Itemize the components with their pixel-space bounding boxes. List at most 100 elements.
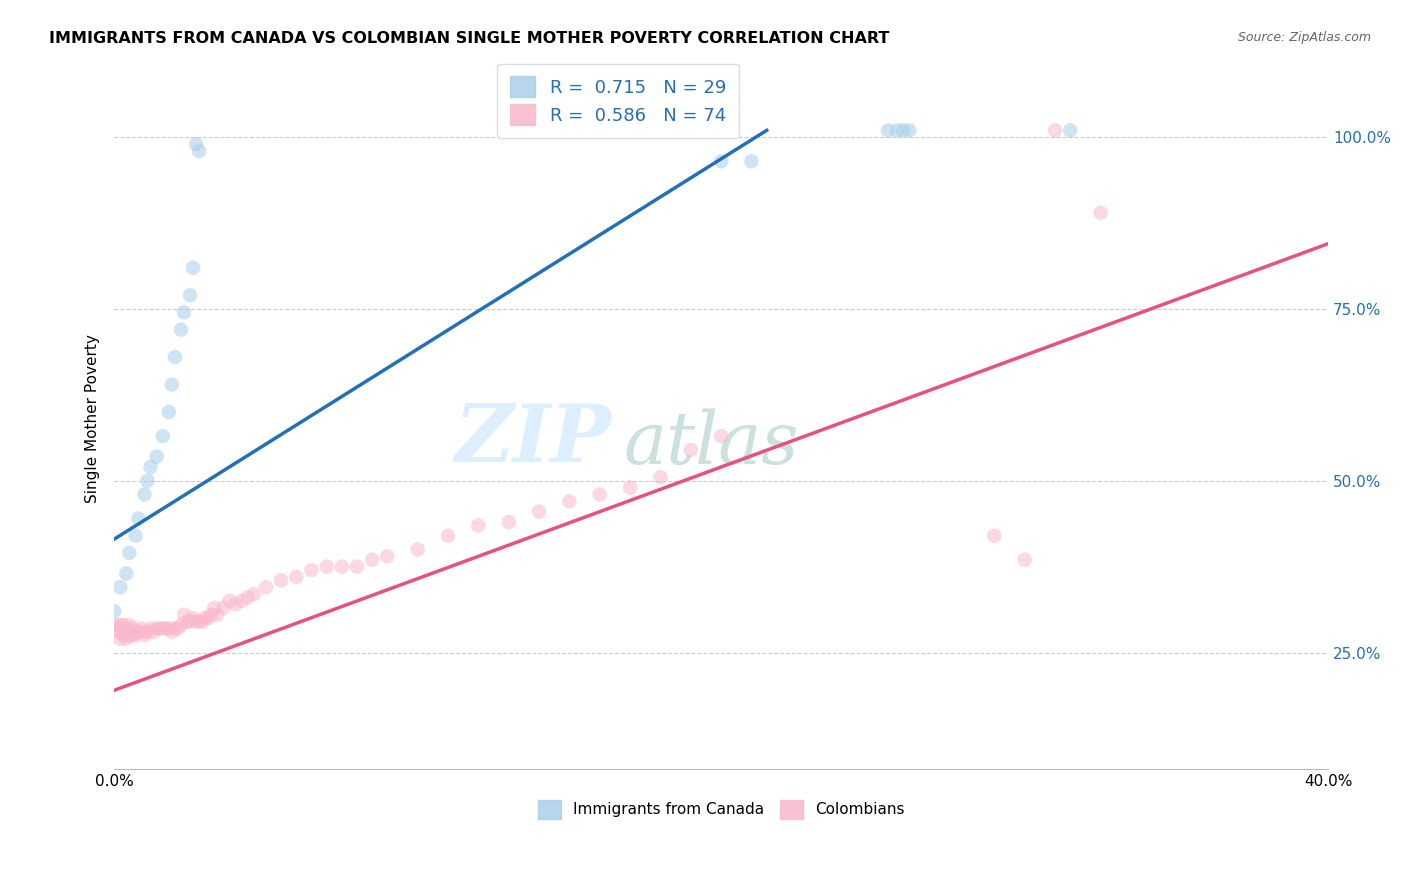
Point (225, 598, 247, 612)
Point (877, 123, 900, 137)
Point (202, 600, 225, 615)
Point (110, 632, 132, 646)
Point (134, 624, 156, 639)
Point (184, 137, 207, 152)
Point (160, 624, 183, 639)
Point (134, 628, 156, 642)
Point (589, 487, 612, 501)
Point (112, 628, 135, 642)
Point (170, 618, 193, 632)
Point (124, 529, 146, 543)
Point (197, 611, 219, 625)
Point (173, 305, 195, 319)
Point (194, 611, 217, 625)
Point (218, 594, 240, 608)
Point (163, 350, 186, 364)
Point (145, 622, 167, 636)
Point (103, 622, 125, 636)
Text: IMMIGRANTS FROM CANADA VS COLOMBIAN SINGLE MOTHER POVERTY CORRELATION CHART: IMMIGRANTS FROM CANADA VS COLOMBIAN SING… (49, 31, 890, 46)
Point (127, 511, 149, 525)
Point (558, 494, 581, 508)
Point (188, 144, 211, 158)
Point (330, 559, 353, 574)
Point (149, 622, 172, 636)
Point (115, 622, 138, 636)
Legend: Immigrants from Canada, Colombians: Immigrants from Canada, Colombians (531, 794, 910, 825)
Point (679, 442, 702, 457)
Point (1090, 206, 1112, 220)
Point (243, 587, 266, 601)
Point (695, 123, 717, 137)
Point (121, 622, 143, 636)
Point (112, 618, 135, 632)
Point (236, 591, 259, 605)
Point (179, 615, 201, 629)
Point (254, 580, 277, 594)
Point (301, 563, 323, 577)
Point (110, 618, 132, 632)
Point (127, 624, 149, 639)
Point (467, 518, 489, 533)
Point (110, 580, 132, 594)
Y-axis label: Single Mother Poverty: Single Mother Poverty (86, 334, 100, 503)
Point (710, 154, 733, 169)
Point (650, 470, 672, 484)
Point (152, 622, 174, 636)
Point (118, 618, 141, 632)
Point (124, 628, 146, 642)
Point (898, 123, 921, 137)
Point (136, 624, 159, 639)
Point (498, 515, 520, 529)
Point (886, 123, 908, 137)
Point (124, 624, 146, 639)
Point (375, 549, 398, 564)
Point (207, 607, 229, 622)
Point (181, 260, 204, 275)
Point (134, 487, 156, 501)
Point (136, 474, 159, 488)
Point (891, 123, 914, 137)
Point (152, 429, 174, 443)
Point (121, 628, 143, 642)
Point (163, 622, 186, 636)
Point (285, 570, 308, 584)
Point (179, 288, 201, 302)
Point (361, 553, 384, 567)
Point (527, 505, 550, 519)
Point (983, 529, 1005, 543)
Point (315, 559, 337, 574)
Point (115, 566, 138, 581)
Text: Source: ZipAtlas.com: Source: ZipAtlas.com (1237, 31, 1371, 45)
Point (157, 622, 180, 636)
Point (139, 622, 162, 636)
Point (118, 546, 141, 560)
Point (115, 632, 138, 646)
Point (406, 542, 429, 557)
Point (679, 123, 702, 137)
Point (145, 450, 167, 464)
Point (191, 615, 214, 629)
Point (181, 611, 204, 625)
Point (167, 622, 190, 636)
Point (173, 607, 195, 622)
Point (139, 460, 162, 475)
Text: atlas: atlas (624, 409, 800, 479)
Point (270, 574, 292, 588)
Point (710, 429, 733, 443)
Point (118, 628, 141, 642)
Text: ZIP: ZIP (456, 401, 612, 479)
Point (346, 559, 368, 574)
Point (1014, 553, 1036, 567)
Point (1059, 123, 1081, 137)
Point (619, 481, 641, 495)
Point (184, 615, 207, 629)
Point (200, 607, 222, 622)
Point (157, 405, 180, 419)
Point (105, 618, 128, 632)
Point (155, 622, 177, 636)
Point (103, 604, 125, 618)
Point (170, 323, 193, 337)
Point (131, 622, 153, 636)
Point (127, 624, 149, 639)
Point (212, 600, 235, 615)
